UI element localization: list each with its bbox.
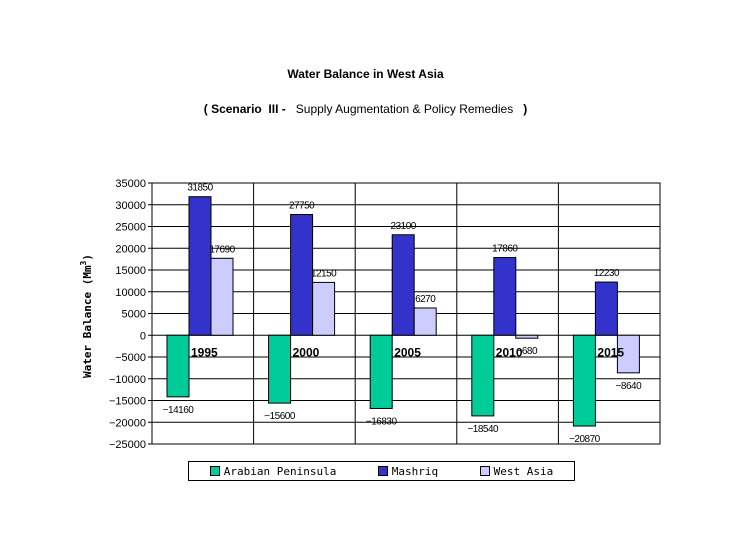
y-tick-label: 30000	[115, 200, 146, 212]
bar-mashriq	[493, 257, 517, 336]
bar-arabian-peninsula	[572, 334, 596, 427]
x-category-label: 2000	[293, 345, 320, 359]
legend-item-mashriq: Mashriq	[377, 464, 439, 478]
bar-mashriq	[290, 214, 314, 336]
y-tick-label: 5000	[122, 309, 146, 321]
y-tick-label: −15000	[109, 396, 146, 408]
data-label-arabian-peninsula: −14160	[163, 405, 195, 416]
chart-subtitle: ( Scenario III - Supply Augmentation & P…	[0, 102, 731, 116]
y-tick-label: −25000	[109, 439, 146, 451]
bar-arabian-peninsula	[369, 334, 393, 409]
data-label-west-asia: −8640	[616, 381, 643, 392]
legend: Arabian Peninsula Mashriq West Asia	[188, 461, 575, 481]
legend-label-arabian-peninsula: Arabian Peninsula	[223, 464, 337, 478]
bar-west-asia	[210, 257, 234, 336]
data-label-arabian-peninsula: −18540	[467, 424, 499, 435]
data-label-arabian-peninsula: −16830	[366, 416, 398, 427]
bar-west-asia	[413, 307, 437, 336]
bar-mashriq	[391, 234, 415, 336]
data-label-west-asia: 6270	[415, 294, 436, 305]
y-tick-label: −20000	[109, 417, 146, 429]
data-label-mashriq: 23100	[391, 221, 417, 232]
legend-label-mashriq: Mashriq	[391, 464, 439, 478]
data-label-west-asia: 12150	[311, 268, 337, 279]
x-category-label: 2005	[394, 345, 421, 359]
x-category-label: 2015	[597, 345, 624, 359]
data-label-west-asia: −680	[517, 346, 538, 357]
subtitle-prefix: ( Scenario III -	[203, 102, 286, 116]
y-tick-label: 35000	[115, 178, 146, 190]
legend-swatch-mashriq	[377, 466, 388, 476]
data-label-mashriq: 27750	[289, 201, 315, 212]
data-label-arabian-peninsula: −15600	[264, 411, 296, 422]
bar-west-asia	[312, 281, 336, 336]
legend-item-arabian-peninsula: Arabian Peninsula	[209, 464, 337, 478]
bar-mashriq	[188, 196, 212, 336]
data-label-mashriq: 31850	[187, 183, 213, 194]
plot-area-frame	[151, 182, 661, 445]
subtitle-suffix: )	[523, 102, 528, 116]
bar-west-asia	[515, 334, 539, 339]
y-tick-label: 25000	[115, 222, 146, 234]
data-label-west-asia: 17690	[209, 244, 235, 255]
data-label-mashriq: 12230	[594, 268, 620, 279]
x-category-label: 1995	[191, 345, 218, 359]
chart-title: Water Balance in West Asia	[287, 67, 444, 81]
y-tick-label: −10000	[109, 374, 146, 386]
legend-swatch-arabian-peninsula	[209, 466, 220, 476]
bar-arabian-peninsula	[471, 334, 495, 417]
bar-west-asia	[616, 334, 640, 374]
y-tick-label: 10000	[115, 287, 146, 299]
bar-mashriq	[594, 281, 618, 336]
y-axis-label: Water Balance (Mm3)	[79, 254, 94, 378]
legend-swatch-west-asia	[479, 466, 490, 476]
legend-label-west-asia: West Asia	[493, 464, 554, 478]
x-category-label: 2010	[496, 345, 523, 359]
y-tick-label: 0	[140, 330, 146, 342]
y-tick-label: −5000	[115, 352, 146, 364]
bar-arabian-peninsula	[166, 334, 190, 398]
data-label-arabian-peninsula: −20870	[569, 434, 601, 445]
y-tick-label: 15000	[115, 265, 146, 277]
legend-item-west-asia: West Asia	[479, 464, 554, 478]
bar-arabian-peninsula	[268, 334, 292, 404]
y-tick-label: 20000	[115, 243, 146, 255]
subtitle-main: Supply Augmentation & Policy Remedies	[295, 102, 514, 116]
data-label-mashriq: 17860	[492, 244, 518, 255]
